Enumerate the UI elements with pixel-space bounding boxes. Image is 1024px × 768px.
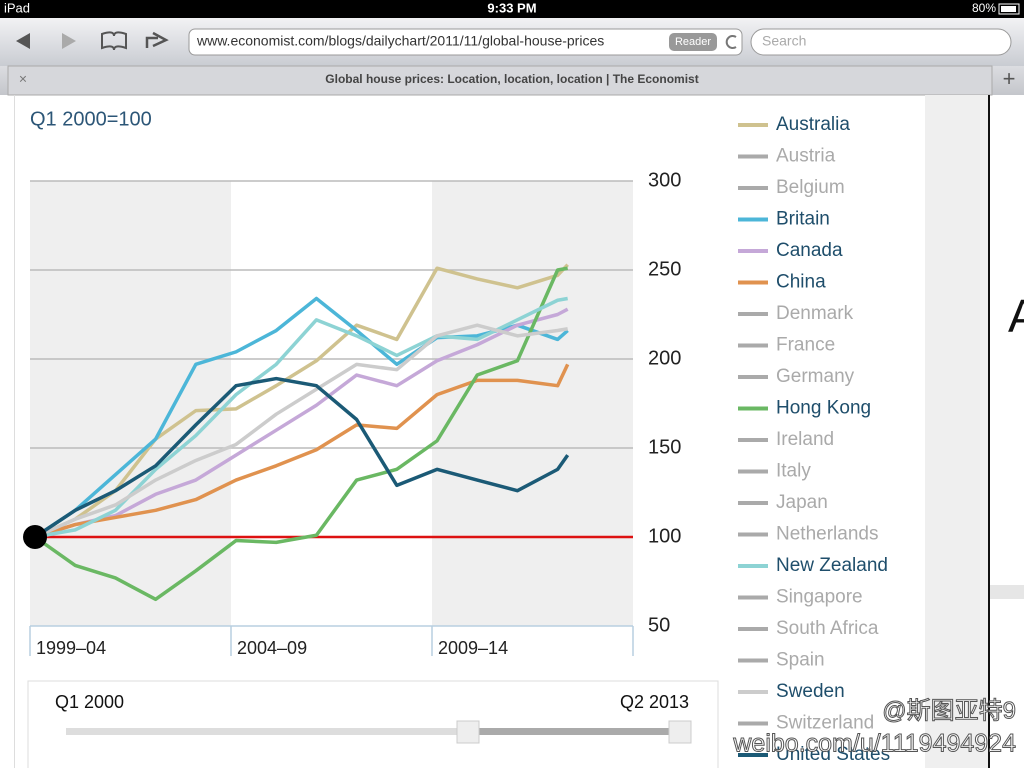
legend-label[interactable]: Netherlands: [776, 524, 878, 545]
watermark-handle: @斯图亚特9: [882, 697, 1016, 724]
legend-label[interactable]: Singapore: [776, 587, 863, 608]
y-tick-label: 300: [648, 169, 681, 191]
chart: Q1 2000=100 1999–04 2004–09 2009–14 50 100 15…: [23, 108, 681, 658]
back-button[interactable]: [16, 33, 30, 49]
legend-label[interactable]: Hong Kong: [776, 398, 871, 419]
legend-label[interactable]: United States: [776, 744, 890, 765]
index-point: [23, 525, 48, 549]
share-button[interactable]: [145, 31, 169, 48]
y-tick-label: 200: [648, 347, 681, 369]
y-tick-label: 50: [648, 614, 670, 636]
legend-label[interactable]: South Africa: [776, 618, 879, 639]
y-tick-label: 100: [648, 525, 681, 547]
x-band-label: 2004–09: [237, 638, 307, 658]
search-field[interactable]: [750, 28, 1012, 56]
battery-level: [1001, 6, 1016, 12]
address-bar[interactable]: [188, 28, 743, 56]
slider-end-label: Q2 2013: [620, 692, 689, 712]
page-divider: [988, 95, 990, 768]
legend-label[interactable]: New Zealand: [776, 555, 888, 576]
tab-title: Global house prices: Location, location,…: [325, 72, 698, 86]
legend-label[interactable]: China: [776, 272, 826, 293]
slider-thumb-start[interactable]: [456, 720, 480, 744]
legend-label[interactable]: Ireland: [776, 429, 834, 450]
slider-track: [66, 728, 680, 735]
band: [231, 181, 432, 626]
battery-icon: [998, 3, 1020, 15]
side-text: A: [1008, 290, 1024, 342]
legend-label[interactable]: Japan: [776, 492, 828, 513]
legend-label[interactable]: Canada: [776, 240, 843, 261]
reader-button[interactable]: [669, 33, 717, 51]
series-line: [34, 263, 569, 539]
legend-label[interactable]: Austria: [776, 146, 836, 167]
url: www.economist.com/blogs/dailychart/2011/…: [196, 33, 604, 49]
tab[interactable]: [7, 65, 993, 96]
band: [30, 181, 231, 626]
battery-label: 80%: [972, 1, 996, 15]
x-band-label: 2009–14: [438, 638, 508, 658]
status-bar: [0, 0, 1024, 18]
series-line: [34, 376, 570, 539]
forward-button[interactable]: [62, 33, 76, 49]
chart-subtitle: Q1 2000=100: [30, 108, 152, 130]
device-label: iPad: [4, 0, 30, 15]
band: [432, 181, 633, 626]
watermark-url: weibo.com/u/1119494924: [732, 730, 1016, 758]
search-placeholder: Search: [762, 33, 806, 49]
series-line: [34, 296, 569, 539]
series-line: [34, 323, 568, 539]
legend-label[interactable]: Sweden: [776, 681, 845, 702]
side-strip: [990, 585, 1024, 599]
x-band-label: 1999–04: [36, 638, 106, 658]
reload-button[interactable]: [725, 35, 737, 49]
legend-label[interactable]: Switzerland: [776, 713, 874, 734]
y-tick-label: 150: [648, 436, 681, 458]
slider-panel: [27, 680, 719, 768]
close-tab[interactable]: ×: [19, 71, 27, 87]
legend-label[interactable]: Denmark: [776, 303, 854, 324]
legend-label[interactable]: Australia: [776, 114, 850, 135]
legend-label[interactable]: Germany: [776, 366, 855, 387]
series-line: [34, 266, 568, 602]
legend: Australia Austria Belgium Britain Canada Chin…: [738, 114, 890, 765]
new-tab[interactable]: +: [1003, 66, 1016, 91]
content-border: [14, 95, 15, 768]
bookmarks-button[interactable]: [101, 31, 127, 51]
series-line: [34, 363, 570, 539]
page-gutter: [925, 95, 988, 768]
legend-label[interactable]: Spain: [776, 650, 825, 671]
legend-label[interactable]: France: [776, 335, 835, 356]
y-tick-label: 250: [648, 258, 681, 280]
legend-label[interactable]: Britain: [776, 209, 830, 230]
slider-start-label: Q1 2000: [55, 692, 124, 712]
legend-label[interactable]: Italy: [776, 461, 811, 482]
clock: 9:33 PM: [487, 0, 536, 15]
slider-range: [468, 728, 680, 735]
reader-label: Reader: [675, 36, 711, 48]
slider-thumb-end[interactable]: [668, 720, 692, 744]
legend-label[interactable]: Belgium: [776, 177, 845, 198]
